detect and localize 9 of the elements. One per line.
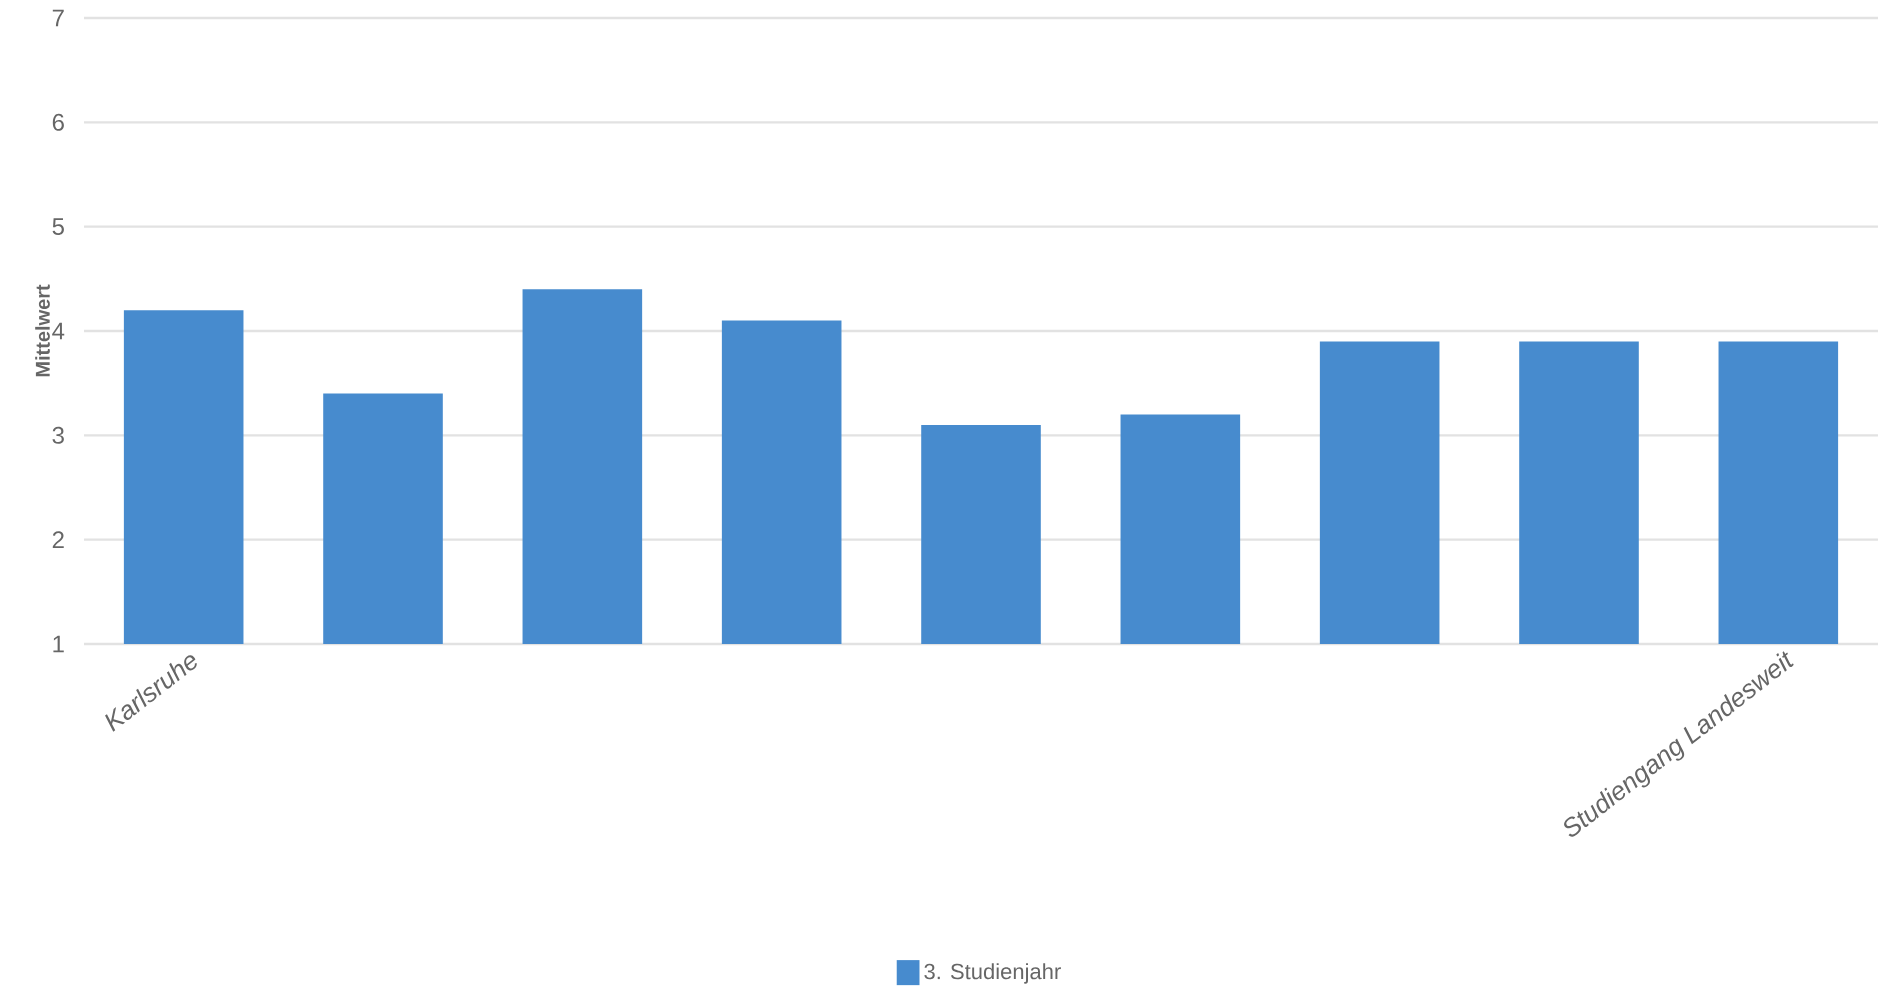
y-tick-label: 5 [52, 218, 64, 236]
y-tick-label: 1 [53, 635, 64, 653]
y-tick-label: 6 [52, 113, 64, 131]
y-tick-label: 4 [52, 322, 65, 340]
legend-label: 3. Studienjahr [924, 963, 1061, 984]
y-tick-label: 3 [52, 426, 64, 444]
y-axis-title: Mittelwert [35, 284, 50, 377]
y-tick-label: 2 [52, 531, 64, 549]
y-tick-label: 7 [52, 9, 64, 27]
